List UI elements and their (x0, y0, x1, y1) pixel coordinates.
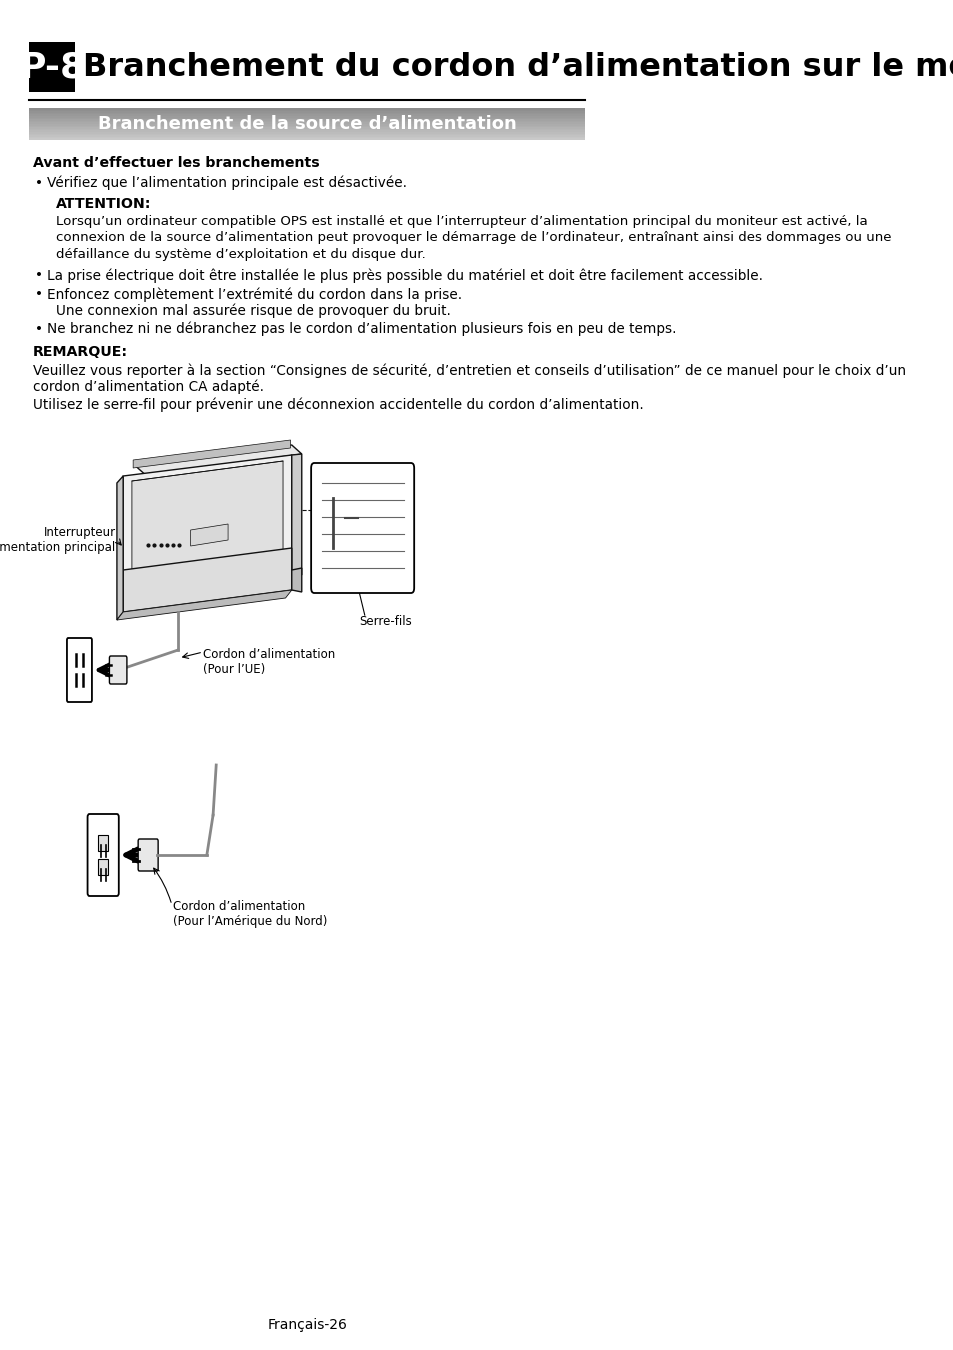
Text: Cordon d’alimentation
(Pour l’Amérique du Nord): Cordon d’alimentation (Pour l’Amérique d… (172, 900, 327, 927)
Polygon shape (292, 454, 301, 575)
Text: Branchement de la source d’alimentation: Branchement de la source d’alimentation (98, 115, 517, 134)
Polygon shape (133, 440, 291, 468)
FancyBboxPatch shape (30, 111, 585, 113)
FancyBboxPatch shape (30, 117, 585, 119)
Polygon shape (134, 446, 301, 475)
Text: •: • (35, 323, 43, 336)
FancyBboxPatch shape (30, 108, 585, 109)
Text: Interrupteur
d’alimentation principal: Interrupteur d’alimentation principal (0, 526, 115, 554)
Polygon shape (117, 477, 123, 620)
FancyBboxPatch shape (30, 135, 585, 136)
Text: •: • (35, 269, 43, 282)
Text: ATTENTION:: ATTENTION: (55, 197, 152, 211)
Text: Une connexion mal assurée risque de provoquer du bruit.: Une connexion mal assurée risque de prov… (55, 304, 450, 319)
FancyBboxPatch shape (30, 113, 585, 115)
Text: •: • (35, 288, 43, 301)
Text: REMARQUE:: REMARQUE: (33, 344, 129, 359)
FancyBboxPatch shape (30, 119, 585, 120)
Text: Avant d’effectuer les branchements: Avant d’effectuer les branchements (33, 157, 319, 170)
Text: cordon d’alimentation CA adapté.: cordon d’alimentation CA adapté. (33, 379, 264, 394)
FancyBboxPatch shape (30, 116, 585, 117)
Text: P-8: P-8 (19, 50, 85, 84)
FancyBboxPatch shape (67, 639, 91, 702)
Text: La prise électrique doit être installée le plus près possible du matériel et doi: La prise électrique doit être installée … (47, 269, 762, 284)
FancyBboxPatch shape (98, 836, 108, 850)
FancyBboxPatch shape (30, 136, 585, 139)
Text: Enfoncez complètement l’extrémité du cordon dans la prise.: Enfoncez complètement l’extrémité du cor… (47, 288, 461, 301)
Polygon shape (132, 460, 283, 582)
Text: •: • (35, 176, 43, 190)
FancyBboxPatch shape (30, 127, 585, 128)
FancyBboxPatch shape (30, 132, 585, 134)
FancyBboxPatch shape (98, 859, 108, 875)
Polygon shape (117, 590, 292, 620)
FancyBboxPatch shape (30, 128, 585, 131)
FancyBboxPatch shape (30, 123, 585, 124)
Text: Français-26: Français-26 (267, 1318, 347, 1332)
Text: Serre-fils: Serre-fils (359, 616, 412, 628)
Text: Utilisez le serre-fil pour prévenir une déconnexion accidentelle du cordon d’ali: Utilisez le serre-fil pour prévenir une … (33, 398, 643, 413)
FancyBboxPatch shape (30, 131, 585, 132)
FancyBboxPatch shape (30, 126, 585, 127)
Text: Cordon d’alimentation
(Pour l’UE): Cordon d’alimentation (Pour l’UE) (203, 648, 335, 676)
Text: défaillance du système d’exploitation et du disque dur.: défaillance du système d’exploitation et… (55, 248, 425, 261)
FancyBboxPatch shape (311, 463, 414, 593)
FancyBboxPatch shape (30, 109, 585, 111)
Polygon shape (123, 548, 292, 612)
Text: Veuillez vous reporter à la section “Consignes de sécurité, d’entretien et conse: Veuillez vous reporter à la section “Con… (33, 363, 905, 378)
FancyBboxPatch shape (30, 120, 585, 123)
Text: Lorsqu’un ordinateur compatible OPS est installé et que l’interrupteur d’aliment: Lorsqu’un ordinateur compatible OPS est … (55, 215, 866, 228)
FancyBboxPatch shape (30, 134, 585, 135)
Polygon shape (123, 455, 292, 593)
FancyBboxPatch shape (110, 656, 127, 684)
Polygon shape (191, 524, 228, 545)
FancyBboxPatch shape (88, 814, 119, 896)
Text: connexion de la source d’alimentation peut provoquer le démarrage de l’ordinateu: connexion de la source d’alimentation pe… (55, 231, 890, 244)
Polygon shape (292, 568, 301, 593)
Text: Vérifiez que l’alimentation principale est désactivée.: Vérifiez que l’alimentation principale e… (47, 176, 407, 190)
FancyBboxPatch shape (30, 139, 585, 140)
FancyBboxPatch shape (30, 124, 585, 126)
Text: Ne branchez ni ne débranchez pas le cordon d’alimentation plusieurs fois en peu : Ne branchez ni ne débranchez pas le cord… (47, 323, 676, 336)
FancyBboxPatch shape (30, 115, 585, 116)
FancyBboxPatch shape (30, 42, 75, 92)
Text: Branchement du cordon d’alimentation sur le moniteur: Branchement du cordon d’alimentation sur… (83, 51, 953, 82)
FancyBboxPatch shape (138, 838, 158, 871)
